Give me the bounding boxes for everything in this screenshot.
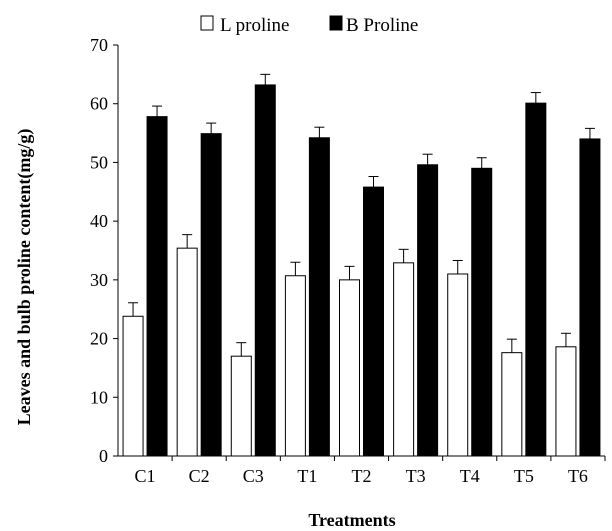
x-tick-label: T4 [460, 466, 480, 486]
y-tick-label: 20 [90, 329, 108, 349]
x-tick-label: T6 [568, 466, 588, 486]
x-tick-label: T5 [514, 466, 534, 486]
bar-l-proline [447, 273, 469, 457]
y-tick-label: 60 [90, 94, 108, 114]
legend: L proline B Proline [200, 15, 418, 36]
x-axis-ticks: C1 C2 C3 T1 T2 T3 T4 T5 T6 [135, 456, 606, 486]
legend-label-b-proline: B Proline [346, 15, 418, 36]
bar-b-proline [200, 133, 222, 457]
x-tick-label: C3 [243, 466, 264, 486]
y-axis-ticks: 0 10 20 30 40 50 60 70 [90, 35, 118, 466]
bar-l-proline [122, 315, 144, 457]
bar-b-proline [254, 84, 276, 457]
x-tick-label: T1 [297, 466, 317, 486]
bar-b-proline [146, 116, 168, 457]
y-tick-label: 30 [90, 270, 108, 290]
x-tick-label: C2 [189, 466, 210, 486]
y-tick-label: 40 [90, 211, 108, 231]
legend-label-l-proline: L proline [220, 15, 289, 36]
bar-b-proline [417, 164, 439, 457]
x-tick-label: C1 [135, 466, 156, 486]
legend-swatch-b-proline [329, 15, 343, 31]
bar-b-proline [363, 186, 384, 457]
x-axis-title: Treatments [308, 510, 395, 530]
bar-b-proline [471, 167, 493, 457]
x-tick-label: T3 [406, 466, 426, 486]
bar-l-proline [176, 247, 198, 457]
y-tick-label: 70 [90, 35, 108, 55]
y-axis-title: Leaves and bulb proline content(mg/g) [14, 129, 35, 426]
bar-l-proline [555, 346, 577, 457]
bar-l-proline [339, 279, 360, 457]
bar-b-proline [579, 138, 601, 457]
y-tick-label: 50 [90, 152, 108, 172]
bars [122, 73, 601, 457]
bar-b-proline [308, 137, 330, 457]
x-tick-label: T2 [352, 466, 372, 486]
bar-l-proline [501, 352, 523, 457]
y-tick-label: 0 [99, 446, 108, 466]
bar-b-proline [525, 102, 547, 457]
y-tick-label: 10 [90, 387, 108, 407]
bar-l-proline [230, 355, 252, 457]
bar-l-proline [284, 275, 306, 457]
bar-l-proline [393, 262, 415, 457]
legend-swatch-l-proline [200, 15, 214, 31]
